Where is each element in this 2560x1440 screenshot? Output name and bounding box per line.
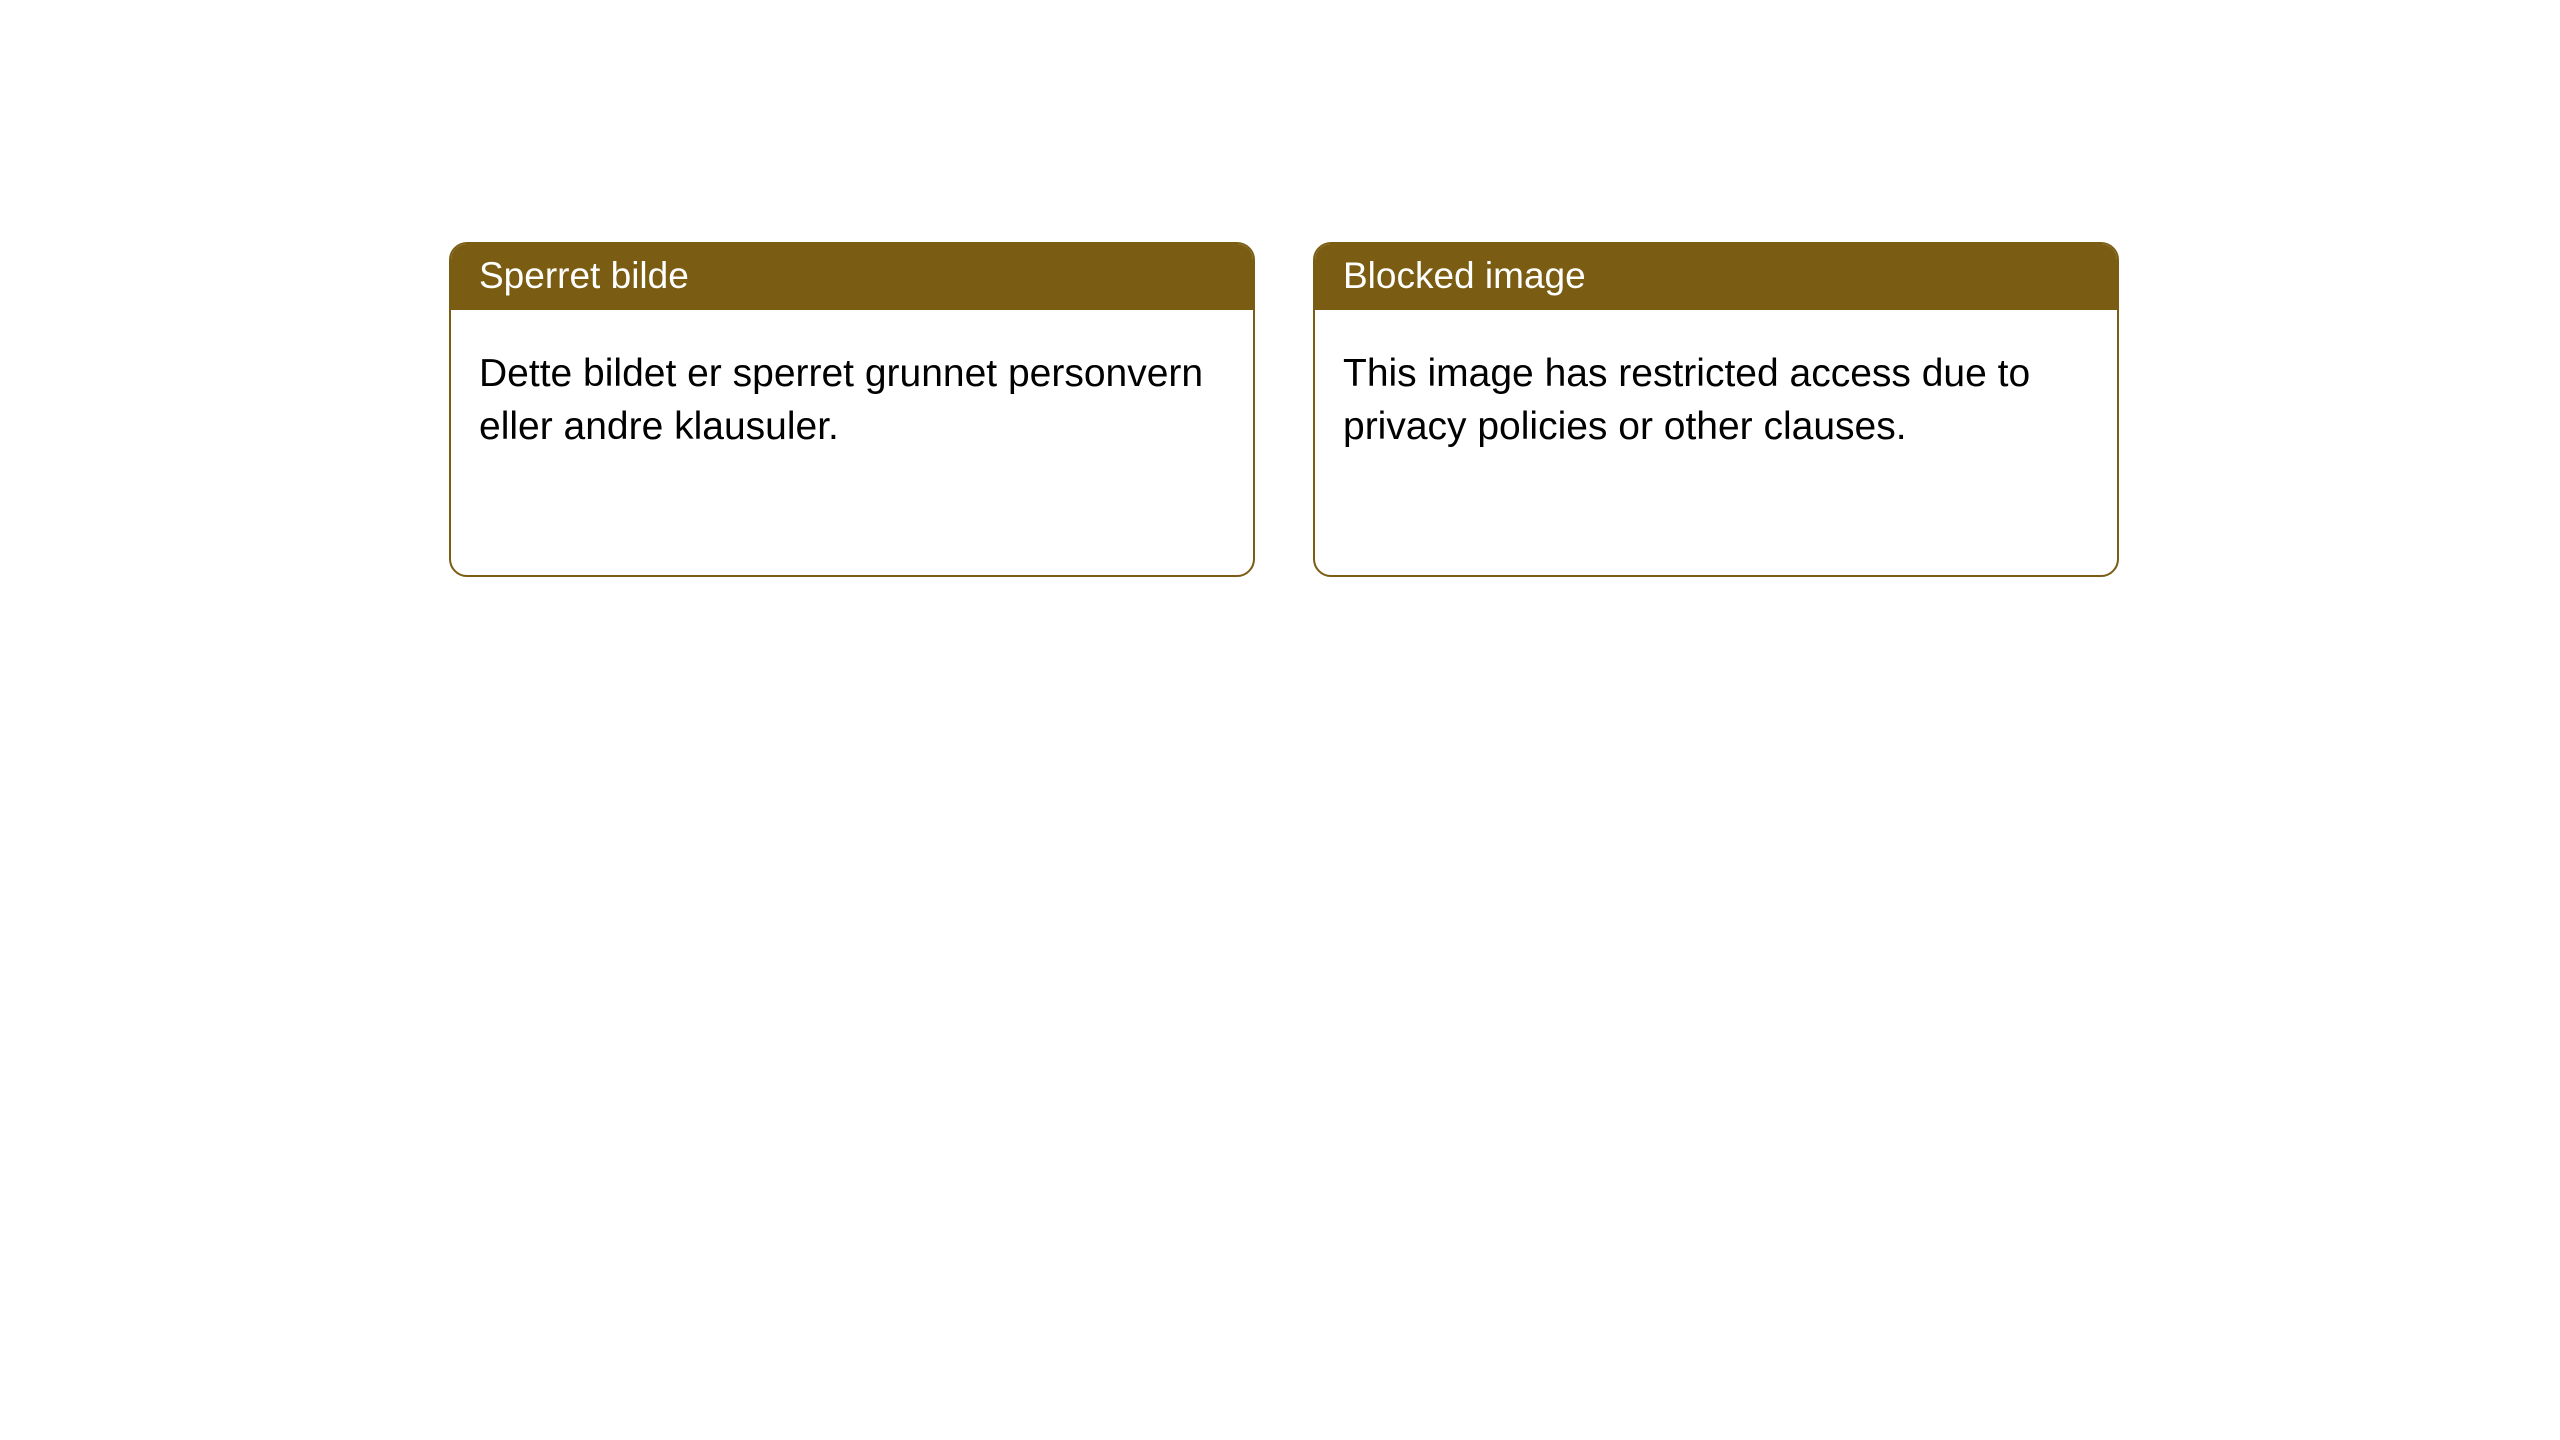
notice-card-english: Blocked image This image has restricted … <box>1313 242 2119 577</box>
card-header: Blocked image <box>1315 244 2117 310</box>
notice-container: Sperret bilde Dette bildet er sperret gr… <box>0 0 2560 577</box>
card-message: This image has restricted access due to … <box>1343 352 2030 448</box>
card-body: Dette bildet er sperret grunnet personve… <box>451 310 1253 481</box>
card-header: Sperret bilde <box>451 244 1253 310</box>
card-body: This image has restricted access due to … <box>1315 310 2117 481</box>
notice-card-norwegian: Sperret bilde Dette bildet er sperret gr… <box>449 242 1255 577</box>
card-title: Sperret bilde <box>479 255 689 296</box>
card-title: Blocked image <box>1343 255 1586 296</box>
card-message: Dette bildet er sperret grunnet personve… <box>479 352 1203 448</box>
